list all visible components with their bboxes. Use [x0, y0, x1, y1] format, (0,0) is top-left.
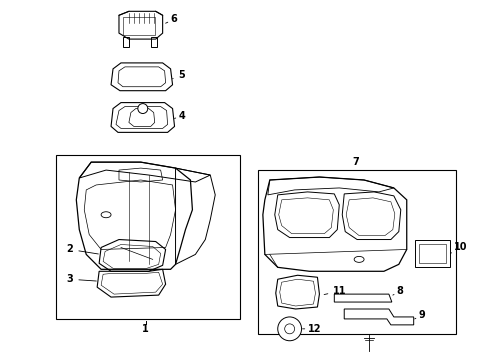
- Text: 3: 3: [67, 274, 97, 284]
- Bar: [418, 243, 446, 264]
- Circle shape: [278, 317, 301, 341]
- Bar: [56, 155, 240, 319]
- Text: 6: 6: [166, 14, 177, 24]
- Text: 10: 10: [450, 243, 468, 253]
- Text: 11: 11: [324, 286, 347, 296]
- Text: 7: 7: [353, 157, 360, 167]
- Text: 4: 4: [174, 111, 185, 121]
- Circle shape: [285, 324, 294, 334]
- Text: 12: 12: [302, 324, 321, 334]
- Text: 1: 1: [143, 324, 149, 334]
- Ellipse shape: [354, 256, 364, 262]
- Text: 8: 8: [393, 286, 404, 296]
- Bar: [415, 239, 450, 267]
- Text: 9: 9: [415, 310, 425, 320]
- Ellipse shape: [101, 212, 111, 218]
- Text: 2: 2: [67, 244, 98, 255]
- Circle shape: [138, 104, 148, 113]
- Text: 5: 5: [172, 70, 185, 80]
- Bar: [258, 170, 456, 334]
